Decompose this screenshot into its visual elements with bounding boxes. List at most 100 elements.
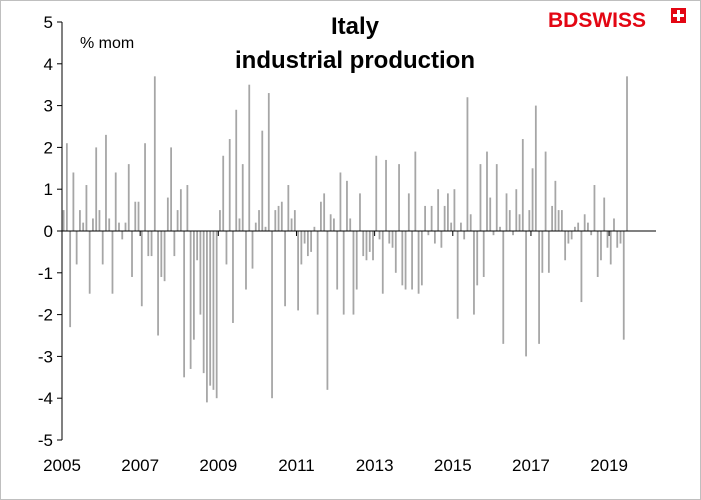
bar <box>258 210 260 231</box>
bar <box>173 231 176 257</box>
bar <box>411 231 413 290</box>
bar <box>355 231 358 290</box>
x-tick-label: 2019 <box>590 456 628 475</box>
bar <box>245 231 247 290</box>
y-axis-ticks: -5 -4 -3 -2 -1 0 1 2 3 4 5 <box>38 13 62 450</box>
bar <box>372 231 374 261</box>
bar <box>544 151 547 231</box>
bar <box>235 109 238 231</box>
bar <box>528 210 531 231</box>
bar <box>65 143 68 231</box>
y-tick-label: 1 <box>44 180 53 199</box>
bar <box>456 231 459 319</box>
bar <box>316 231 319 315</box>
y-tick-label: -1 <box>38 264 53 283</box>
bar <box>241 164 244 231</box>
bar <box>551 205 554 231</box>
x-tick-label: 2007 <box>121 456 159 475</box>
bar <box>121 231 124 240</box>
bar <box>430 205 433 231</box>
bar <box>590 231 593 236</box>
bar <box>368 231 371 252</box>
bar <box>179 189 182 231</box>
bar <box>186 185 189 231</box>
bar <box>232 231 234 323</box>
bar <box>293 210 296 231</box>
bar <box>137 201 140 231</box>
bar <box>287 185 290 231</box>
bar <box>228 139 231 231</box>
bar <box>482 231 485 277</box>
bar <box>469 214 472 231</box>
bar <box>499 226 501 231</box>
bar <box>196 231 199 261</box>
swiss-cross-icon <box>671 8 686 23</box>
bar <box>238 218 241 231</box>
logo-text: BDSWISS <box>548 9 646 32</box>
y-tick-label: 4 <box>44 55 53 74</box>
bar <box>593 185 596 231</box>
bar <box>326 231 329 390</box>
bar <box>306 231 309 257</box>
bar <box>388 231 391 244</box>
bar <box>127 164 130 231</box>
bar <box>134 201 137 231</box>
bar <box>85 185 88 231</box>
bar <box>560 210 563 231</box>
bar <box>385 159 387 231</box>
bar <box>212 231 215 390</box>
bar <box>166 197 169 231</box>
bar <box>300 231 303 265</box>
bar <box>222 155 225 231</box>
bar <box>144 143 146 231</box>
bar <box>398 164 400 231</box>
bar <box>193 231 195 340</box>
bar <box>111 231 114 294</box>
bar <box>515 189 518 231</box>
bar <box>554 180 557 231</box>
bar <box>170 147 172 231</box>
bar <box>264 226 267 231</box>
y-tick-label: -3 <box>38 347 53 366</box>
bar <box>189 231 192 369</box>
bar <box>336 231 339 290</box>
bar <box>329 214 332 231</box>
bar <box>153 76 156 231</box>
bar <box>447 193 449 231</box>
bar <box>261 130 264 231</box>
bar <box>88 231 91 294</box>
bar <box>547 231 550 273</box>
bar <box>352 231 355 315</box>
bar <box>297 231 299 311</box>
x-axis-ticks: 2005 2007 2009 2011 2013 2015 2017 2019 <box>43 231 628 475</box>
bar <box>313 226 316 231</box>
bar <box>508 210 511 231</box>
bar <box>564 231 567 261</box>
bar <box>580 231 583 303</box>
bar <box>199 231 202 315</box>
bar <box>460 222 462 231</box>
bar <box>404 231 407 290</box>
bar <box>118 222 120 231</box>
bar <box>424 205 426 231</box>
bar <box>202 231 205 374</box>
y-tick-label: -4 <box>38 389 53 408</box>
bar <box>140 231 143 307</box>
bar <box>495 164 498 231</box>
x-tick-label: 2013 <box>356 456 394 475</box>
bar <box>69 231 72 328</box>
bar <box>131 231 133 277</box>
bar <box>248 84 251 231</box>
bar <box>108 218 111 231</box>
bar <box>391 231 394 248</box>
y-tick-label: 2 <box>44 138 53 157</box>
bar <box>420 231 423 286</box>
bar <box>600 231 602 261</box>
bar <box>443 205 446 231</box>
bar <box>157 231 159 336</box>
bar <box>476 231 479 286</box>
bar <box>574 226 576 231</box>
bar <box>433 231 436 244</box>
bar <box>609 231 612 265</box>
